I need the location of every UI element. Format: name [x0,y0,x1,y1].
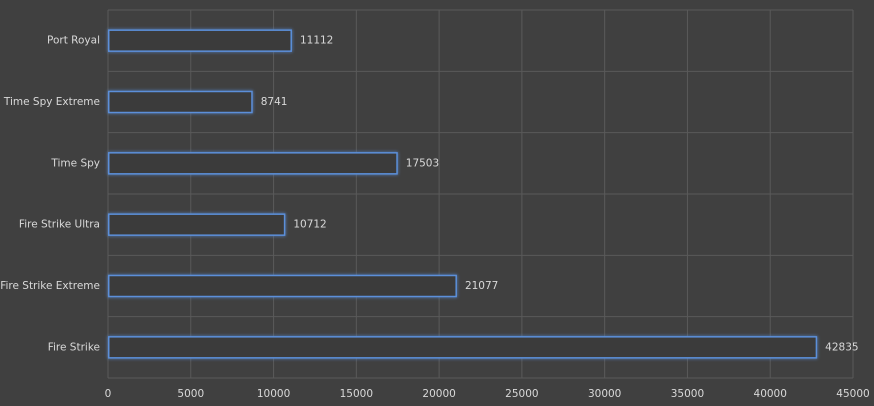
x-tick-label: 0 [105,388,112,400]
x-tick-label: 20000 [422,388,455,400]
value-label: 42835 [825,341,858,353]
y-tick-label: Time Spy [50,157,100,169]
bar [108,274,457,298]
y-tick-label: Fire Strike Ultra [19,219,100,231]
x-tick-label: 35000 [671,388,704,400]
bar [108,29,292,52]
bar [108,336,818,359]
y-tick-label: Time Spy Extreme [3,96,100,108]
x-tick-label: 40000 [754,388,787,400]
y-tick-label: Fire Strike Extreme [0,280,100,292]
bar [108,213,286,236]
value-label: 17503 [406,157,439,169]
marks [108,29,818,359]
bar [108,90,253,114]
x-tick-label: 10000 [257,388,290,400]
x-tick-label: 5000 [177,388,204,400]
x-tick-label: 15000 [340,388,373,400]
grid [107,9,854,379]
bar [108,152,398,175]
x-tick-label: 45000 [836,388,869,400]
value-label: 10712 [293,219,326,231]
x-tick-label: 25000 [505,388,538,400]
x-tick-label: 30000 [588,388,621,400]
y-tick-label: Port Royal [47,35,100,47]
value-label: 8741 [261,96,288,108]
value-label: 11112 [300,35,333,47]
y-tick-label: Fire Strike [48,341,100,353]
value-label: 21077 [465,280,498,292]
